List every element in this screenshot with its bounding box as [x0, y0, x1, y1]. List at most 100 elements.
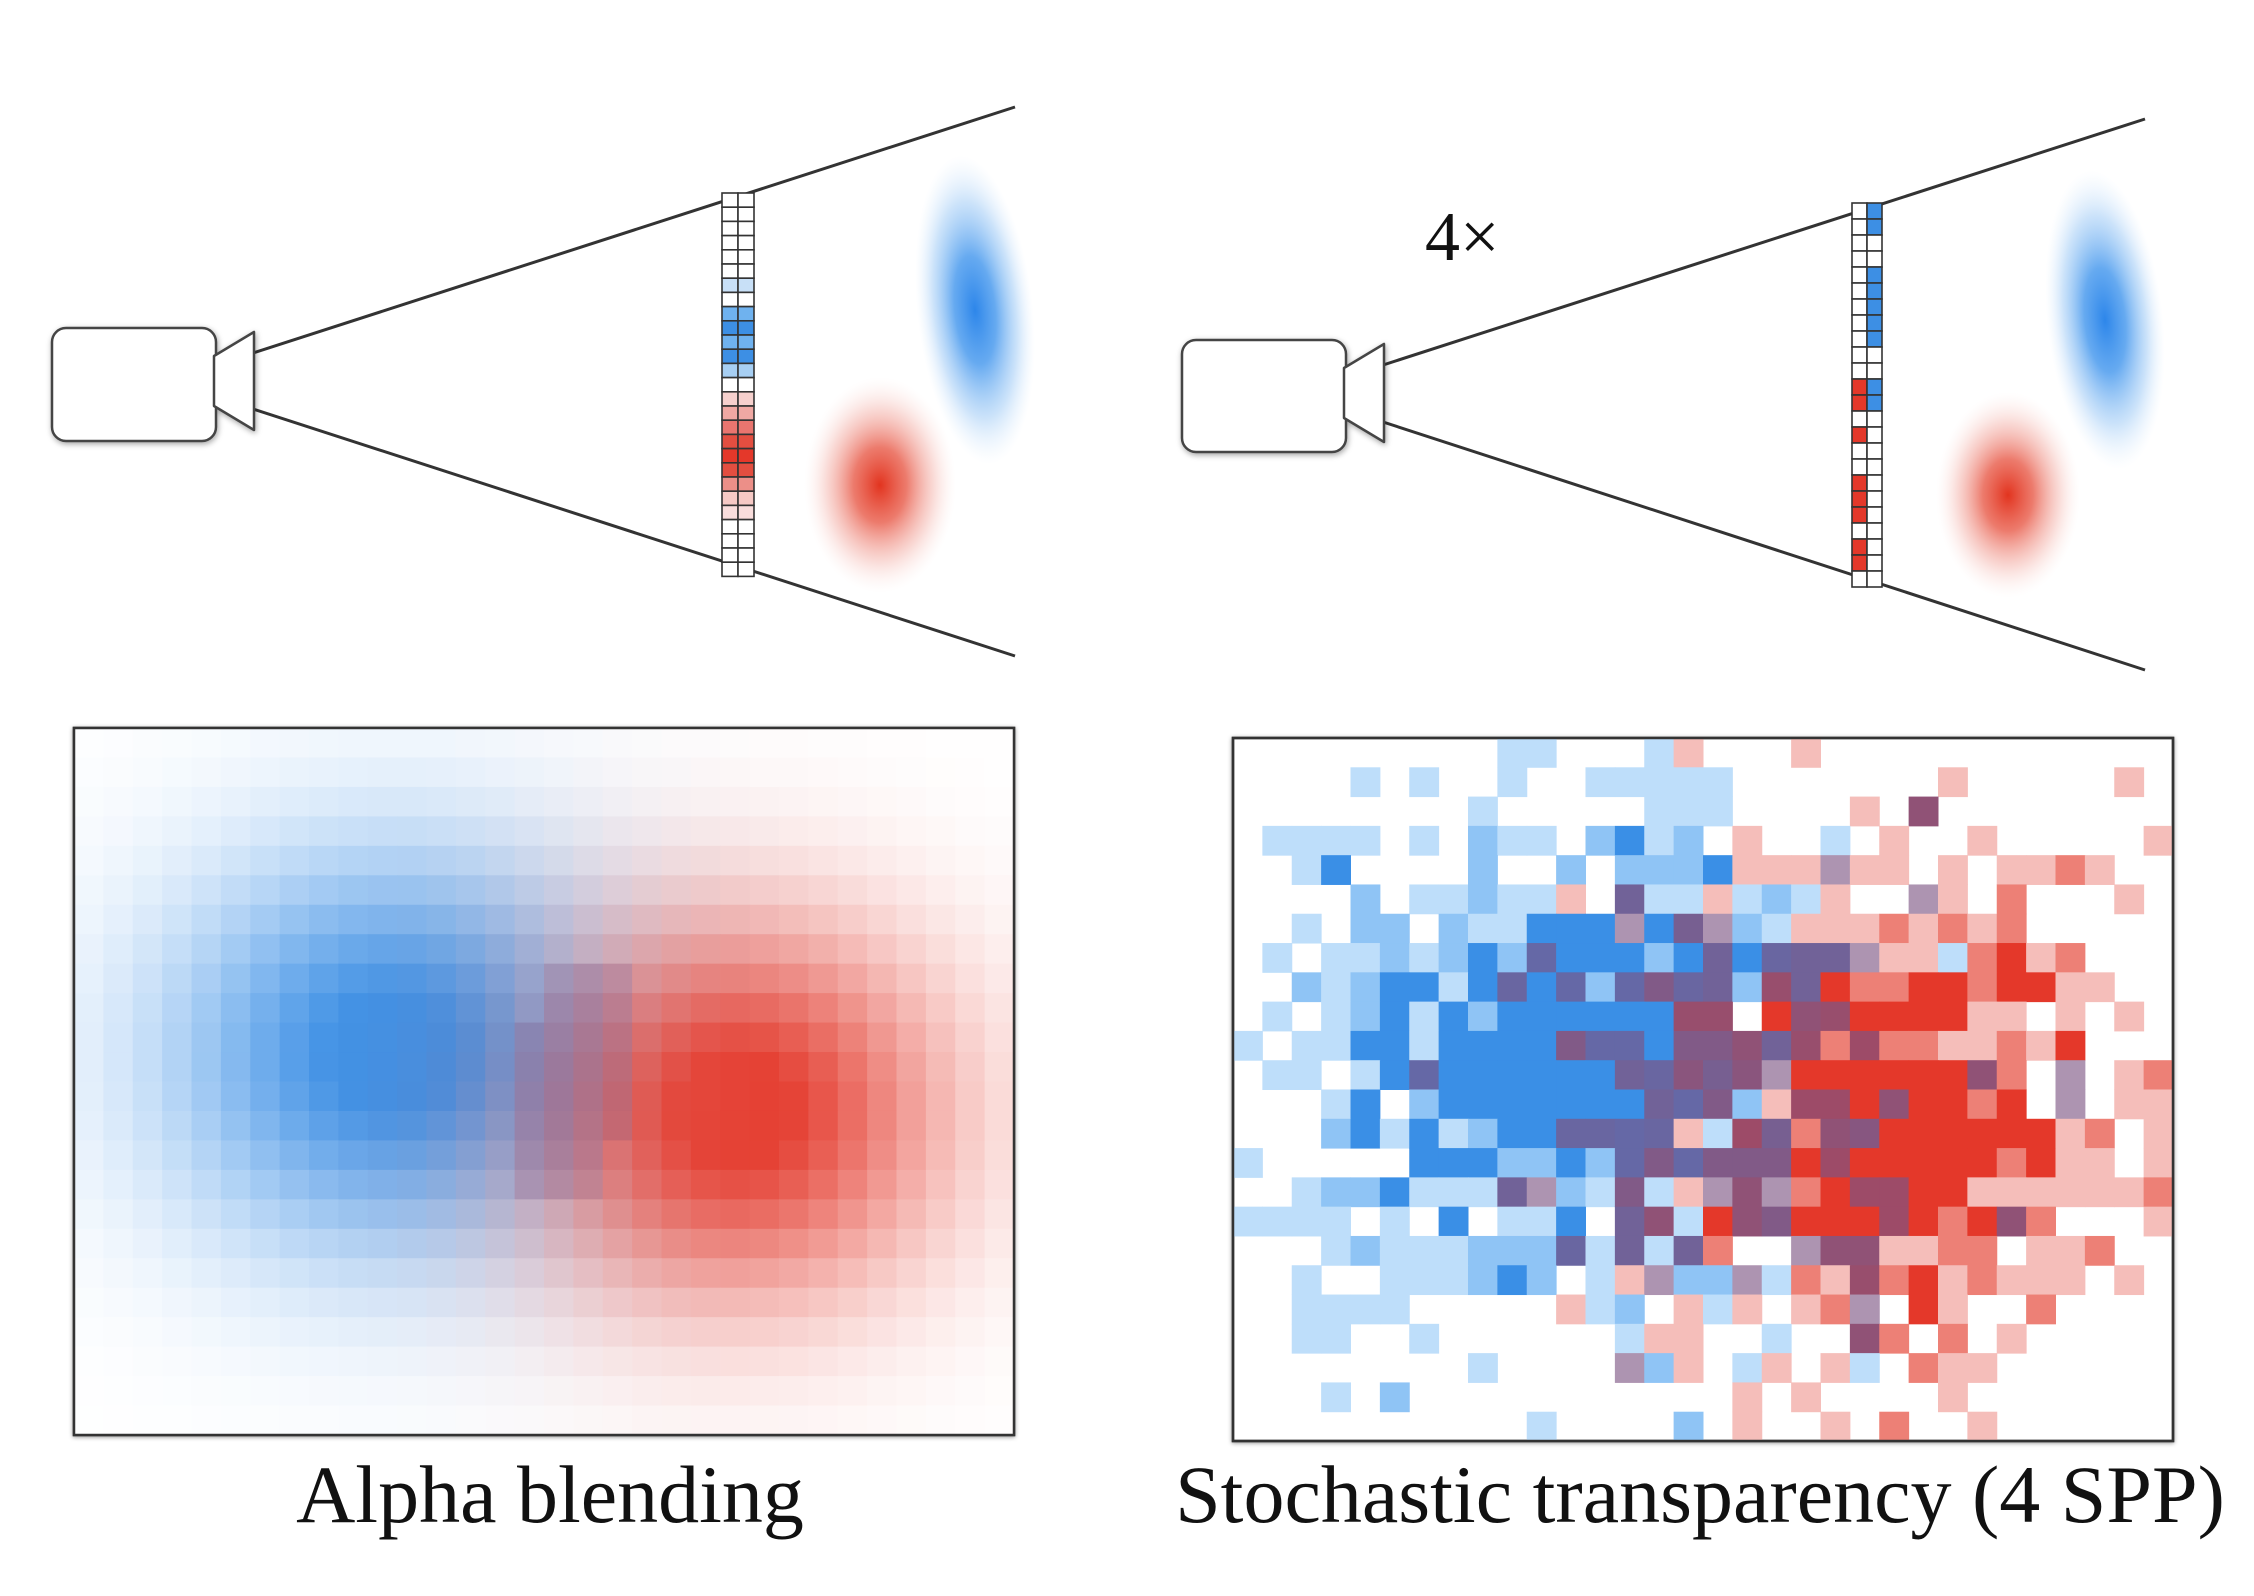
- blend-pixel: [338, 1052, 369, 1082]
- blend-pixel: [279, 786, 310, 817]
- blend-pixel: [837, 845, 868, 876]
- blend-pixel: [808, 1110, 839, 1141]
- blend-pixel: [367, 1317, 398, 1348]
- blend-pixel: [632, 904, 662, 935]
- blend-pixel: [162, 1081, 192, 1112]
- blend-pixel: [455, 904, 486, 935]
- stochastic-pixel: [1996, 1206, 2027, 1237]
- blend-pixel: [749, 1110, 780, 1141]
- stochastic-pixel: [1614, 855, 1645, 885]
- blend-pixel: [397, 1258, 427, 1289]
- stochastic-pixel: [1996, 1148, 2027, 1178]
- blend-pixel: [749, 1169, 780, 1200]
- blend-pixel: [426, 1228, 457, 1259]
- blend-pixel: [103, 816, 134, 847]
- blend-pixel: [103, 904, 134, 935]
- stochastic-pixel: [1732, 884, 1763, 915]
- stochastic-pixel: [1350, 943, 1381, 973]
- strip-cell: [1866, 218, 1883, 236]
- stochastic-pixel: [1938, 1177, 1968, 1208]
- strip-cell: [737, 277, 755, 294]
- blend-pixel: [602, 1052, 633, 1082]
- stochastic-pixel: [1438, 1060, 1469, 1090]
- strip-cell: [1851, 426, 1868, 444]
- blend-pixel: [191, 1081, 222, 1112]
- blend-pixel: [455, 1199, 486, 1230]
- stochastic-pixel: [1938, 943, 1968, 973]
- stochastic-pixel: [1614, 1294, 1645, 1325]
- stochastic-pixel: [1879, 855, 1910, 885]
- blend-pixel: [602, 816, 633, 847]
- blend-pixel: [896, 1199, 927, 1230]
- blend-pixel: [338, 934, 369, 965]
- blend-pixel: [367, 1110, 398, 1141]
- blend-pixel: [837, 816, 868, 847]
- blend-pixel: [749, 993, 780, 1024]
- blend-pixel: [132, 875, 163, 906]
- blend-pixel: [397, 1110, 427, 1141]
- blend-pixel: [485, 1022, 516, 1053]
- blend-pixel: [426, 875, 457, 906]
- stochastic-pixel: [1791, 1060, 1821, 1090]
- blend-pixel: [720, 1287, 751, 1318]
- blend-pixel: [955, 934, 986, 965]
- stochastic-pixel: [1614, 767, 1645, 798]
- blend-pixel: [779, 1287, 809, 1318]
- blend-pixel: [661, 757, 692, 788]
- strip-cell: [1851, 218, 1868, 236]
- stochastic-pixel: [1614, 1148, 1645, 1178]
- left-camera-icon: [50, 326, 256, 443]
- blend-pixel: [808, 934, 839, 965]
- blend-pixel: [514, 904, 545, 935]
- blend-pixel: [426, 1169, 457, 1200]
- blend-pixel: [837, 934, 868, 965]
- stochastic-pixel: [1761, 972, 1792, 1003]
- stochastic-pixel: [1996, 855, 2027, 885]
- stochastic-pixel: [1585, 943, 1616, 973]
- blend-pixel: [279, 1140, 310, 1171]
- stochastic-pixel: [1468, 1148, 1498, 1178]
- blend-pixel: [74, 963, 104, 994]
- strip-cell: [1851, 314, 1868, 332]
- stochastic-pixel: [1673, 767, 1704, 798]
- blend-pixel: [867, 963, 897, 994]
- blend-pixel: [867, 875, 897, 906]
- stochastic-pixel: [1820, 1235, 1851, 1266]
- blend-pixel: [132, 1140, 163, 1171]
- samples-label: 4×: [1425, 199, 1499, 276]
- stochastic-pixel: [1438, 1089, 1469, 1120]
- stochastic-pixel: [1849, 1235, 1880, 1266]
- strip-cell: [721, 348, 739, 365]
- stochastic-pixel: [1820, 913, 1851, 944]
- blend-pixel: [632, 1405, 662, 1436]
- blend-pixel: [867, 1110, 897, 1141]
- blend-pixel: [602, 728, 633, 758]
- blend-pixel: [661, 1199, 692, 1230]
- blend-pixel: [338, 1169, 369, 1200]
- stochastic-pixel: [1350, 972, 1381, 1003]
- blend-pixel: [867, 1022, 897, 1053]
- blend-pixel: [925, 728, 956, 758]
- stochastic-pixel: [1468, 1235, 1498, 1266]
- blend-pixel: [338, 786, 369, 817]
- blend-pixel: [132, 1081, 163, 1112]
- blend-pixel: [74, 1022, 104, 1053]
- strip-cell: [721, 476, 739, 492]
- blend-pixel: [455, 786, 486, 817]
- blend-pixel: [397, 1228, 427, 1259]
- blend-pixel: [925, 1052, 956, 1082]
- blend-pixel: [132, 1258, 163, 1289]
- strip-cell: [1866, 362, 1883, 380]
- stochastic-pixel: [1438, 1265, 1469, 1296]
- blend-pixel: [250, 1052, 281, 1082]
- stochastic-pixel: [1967, 913, 1998, 944]
- blend-pixel: [749, 816, 780, 847]
- blend-pixel: [690, 1022, 721, 1053]
- blend-pixel: [661, 786, 692, 817]
- blend-pixel: [250, 1110, 281, 1141]
- blend-pixel: [74, 816, 104, 847]
- stochastic-pixel: [1996, 1001, 2027, 1032]
- blend-pixel: [632, 963, 662, 994]
- blend-pixel: [573, 904, 604, 935]
- blend-pixel: [397, 934, 427, 965]
